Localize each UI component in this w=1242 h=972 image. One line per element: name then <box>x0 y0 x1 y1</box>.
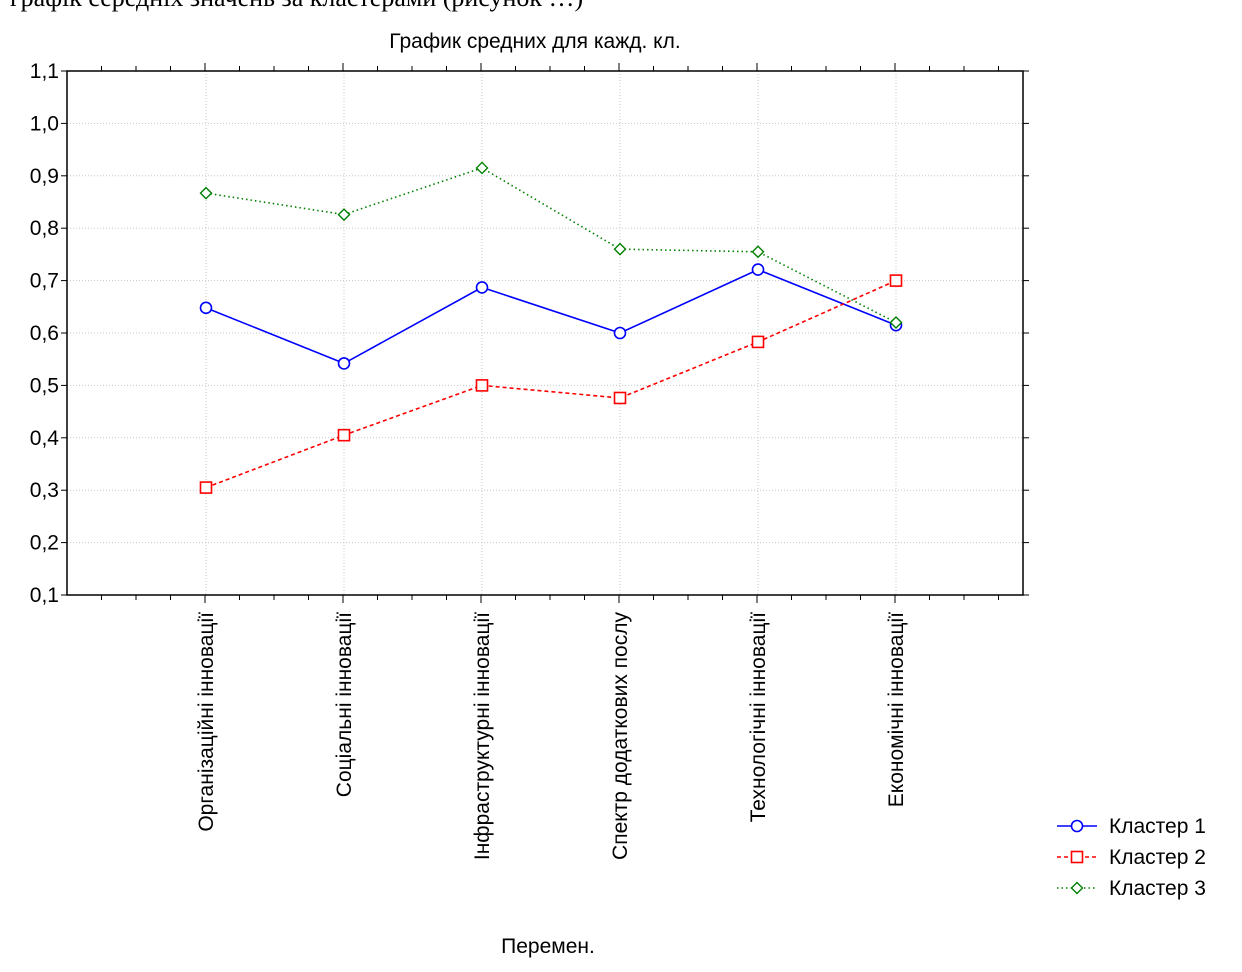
legend-label: Кластер 2 <box>1109 846 1206 869</box>
series-line <box>205 268 897 365</box>
y-tick-label: 0,3 <box>30 479 59 502</box>
chart-title: График средних для кажд. кл. <box>389 30 680 53</box>
y-tick-label: 1,0 <box>30 112 59 135</box>
legend-item: Кластер 1 <box>1057 815 1206 838</box>
x-category-label: Інфраструктурні інновації <box>471 612 494 860</box>
y-tick-label: 0,9 <box>30 165 59 188</box>
x-axis-title: Перемен. <box>501 935 595 958</box>
y-tick-label: 0,2 <box>30 532 59 555</box>
series-point <box>613 326 627 340</box>
series-3 <box>199 161 903 330</box>
legend-marker <box>1070 850 1084 864</box>
plot-frame <box>66 70 1024 596</box>
x-category-label: Технологічні інновації <box>747 612 770 823</box>
y-tick-label: 1,1 <box>30 60 59 83</box>
grid-layer <box>67 71 1023 595</box>
series-point <box>199 301 213 315</box>
axes-layer <box>61 63 1029 603</box>
series-point <box>337 208 351 222</box>
y-tick-label: 0,4 <box>30 427 60 450</box>
legend-item: Кластер 3 <box>1057 877 1206 900</box>
series-2 <box>199 274 903 494</box>
series-point <box>199 186 213 200</box>
y-tick-label: 0,7 <box>30 270 59 293</box>
series-point <box>751 245 765 259</box>
legend-label: Кластер 3 <box>1109 877 1206 900</box>
series-point <box>889 316 903 330</box>
series-layer <box>199 161 903 494</box>
series-line <box>205 279 897 489</box>
x-category-label: Соціальні інновації <box>333 612 356 797</box>
series-point <box>475 379 489 392</box>
legend-marker <box>1070 819 1084 833</box>
series-point <box>751 335 765 349</box>
legend-label: Кластер 1 <box>1109 815 1206 838</box>
x-category-label: Спектр додаткових послу <box>609 612 632 860</box>
series-line <box>205 167 897 324</box>
series-point <box>337 428 351 442</box>
series-point <box>889 274 903 287</box>
series-point <box>475 281 489 294</box>
legend: Кластер 1 Кластер 2 Кластер 3 <box>1057 815 1206 900</box>
y-tick-label: 0,6 <box>30 322 59 345</box>
series-point <box>613 242 627 256</box>
legend-item: Кластер 2 <box>1057 846 1206 869</box>
x-category-label: Економічні інновації <box>885 612 908 807</box>
series-point <box>475 161 489 175</box>
top-caption-fragment: графік середніх значень за кластерами (р… <box>10 0 583 12</box>
x-category-label: Організаційні інновації <box>195 612 218 832</box>
series-point <box>613 391 627 405</box>
series-point <box>751 263 765 276</box>
y-tick-label: 0,8 <box>30 217 59 240</box>
series-1 <box>199 263 903 370</box>
y-tick-label: 0,5 <box>30 374 59 397</box>
series-point <box>199 481 213 494</box>
series-point <box>337 357 351 370</box>
legend-marker <box>1070 881 1084 895</box>
labels-layer: 0,1 0,2 0,3 0,4 0,5 0,6 0,7 0,8 0,9 1,0 1,1 Організ… <box>30 60 908 860</box>
y-tick-label: 0,1 <box>30 584 59 607</box>
